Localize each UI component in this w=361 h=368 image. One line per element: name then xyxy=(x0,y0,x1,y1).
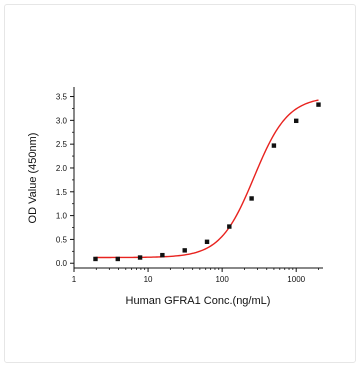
data-point xyxy=(160,252,165,258)
data-point xyxy=(294,118,299,124)
chart-card xyxy=(4,4,356,363)
y-tick-label: 3.5 xyxy=(56,93,68,102)
x-tick-label: 1000 xyxy=(287,275,305,284)
y-tick-label: 0.5 xyxy=(56,235,68,244)
y-tick-label: 3.0 xyxy=(56,116,68,125)
data-point xyxy=(249,196,254,201)
data-point xyxy=(271,143,277,148)
x-tick-label: 100 xyxy=(215,275,229,284)
x-tick-label: 1 xyxy=(72,275,77,284)
y-tick-label: 1.0 xyxy=(56,212,68,221)
data-point xyxy=(93,256,98,262)
y-tick-label: 2.0 xyxy=(56,164,68,173)
plot-area: 1 10 100 1000 0.0 0.5 1.0 1.5 2.0 2.5 3.0 3.5 xyxy=(56,87,323,284)
x-tick-label: 10 xyxy=(144,275,153,284)
data-point xyxy=(204,239,210,245)
data-point xyxy=(182,248,187,253)
fit-curve xyxy=(95,99,319,259)
y-tick-label: 2.5 xyxy=(56,140,68,149)
data-point xyxy=(227,224,232,229)
y-tick-label: 0.0 xyxy=(56,259,68,268)
y-axis-title: OD Value (450nm) xyxy=(27,133,39,224)
x-axis-title: Human GFRA1 Conc.(ng/mL) xyxy=(126,295,271,307)
data-point xyxy=(137,255,143,260)
data-point xyxy=(316,102,321,107)
y-tick-label: 1.5 xyxy=(56,188,68,197)
data-point xyxy=(115,256,120,262)
